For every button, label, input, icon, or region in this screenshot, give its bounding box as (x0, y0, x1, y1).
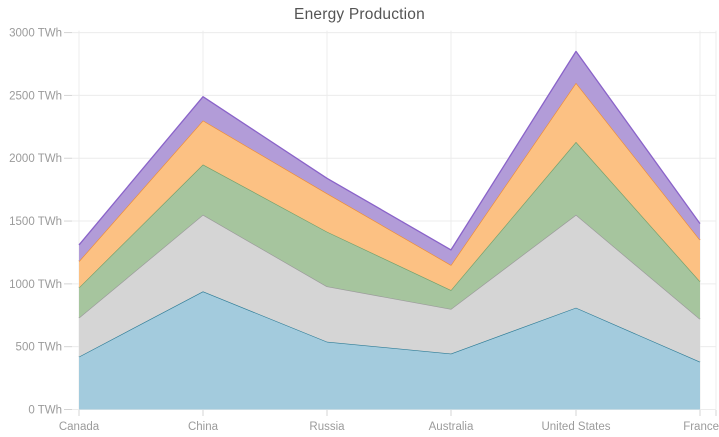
y-axis-label: 2000 TWh (9, 153, 62, 165)
y-axis-label: 0 TWh (28, 405, 62, 417)
y-axis-label: 2500 TWh (9, 90, 62, 102)
area-band-orange (79, 82, 700, 291)
band-top-line-purple (78, 50, 701, 251)
area-band-purple (79, 51, 700, 266)
area-band-gray (79, 214, 700, 362)
x-axis-label: Australia (429, 421, 474, 433)
y-axis-label: 3000 TWh (9, 28, 62, 40)
y-axis-label: 1000 TWh (9, 279, 62, 291)
x-axis-label: United States (541, 421, 610, 433)
area-band-blue (79, 291, 700, 410)
y-axis-label: 1500 TWh (9, 216, 62, 228)
chart-title: Energy Production (294, 6, 425, 23)
x-axis-label: Canada (59, 421, 100, 433)
x-axis-label: China (188, 421, 219, 433)
area-band-green (79, 141, 700, 319)
x-axis-label: Russia (309, 421, 345, 433)
y-axis-label: 500 TWh (16, 342, 62, 354)
x-axis-label: France (683, 421, 719, 433)
